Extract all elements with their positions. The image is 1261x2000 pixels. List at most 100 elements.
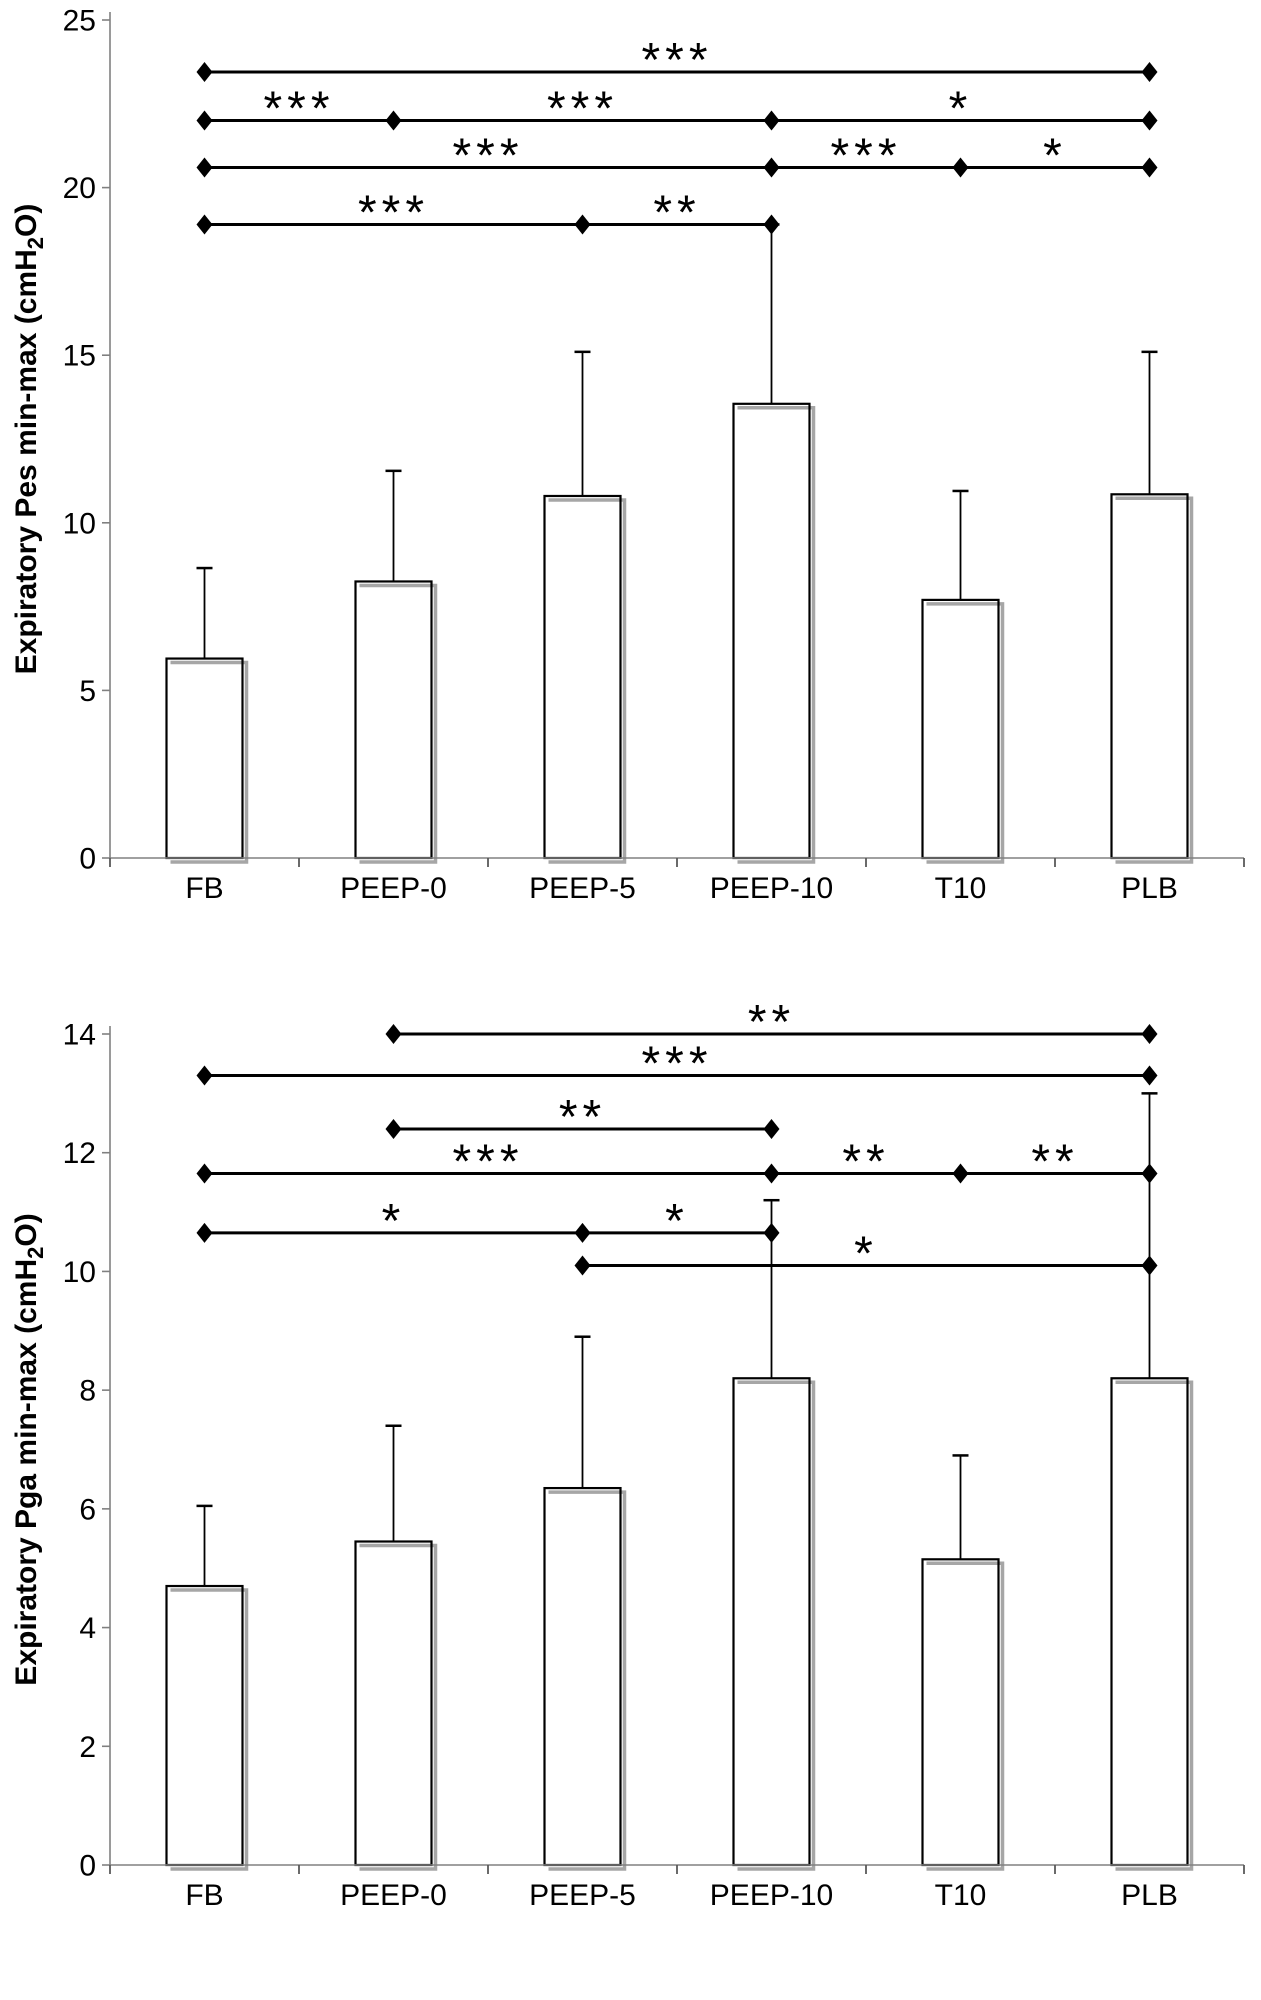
bar-shadow: [1115, 1380, 1194, 1871]
diamond-marker: [574, 1255, 591, 1276]
y-axis-title: Expiratory Pes min-max (cmH2O): [10, 204, 48, 675]
bar-T10: [921, 1558, 1005, 1871]
significance-stars: ***: [452, 129, 523, 182]
diamond-marker: [763, 1222, 780, 1243]
significance-line-4: * *: [196, 1195, 780, 1248]
bar-PEEP-10: [732, 402, 816, 864]
diamond-marker: [385, 1024, 402, 1044]
category-label-PLB: PLB: [1121, 872, 1178, 905]
diamond-marker: [1141, 1065, 1158, 1086]
y-tick-label: 14: [63, 1019, 96, 1052]
y-tick-label: 10: [63, 1256, 96, 1289]
significance-stars: **: [1031, 1135, 1078, 1188]
category-label-PLB: PLB: [1121, 1879, 1178, 1912]
significance-line-2: **: [385, 1091, 780, 1144]
significance-stars: **: [653, 186, 700, 239]
diamond-marker: [196, 157, 213, 178]
diamond-marker: [952, 157, 969, 178]
y-tick-label: 4: [79, 1612, 96, 1645]
bar-PLB: [1110, 493, 1194, 864]
y-axis-title: Expiratory Pga min-max (cmH2O): [10, 1213, 48, 1685]
significance-line-1: ***: [196, 1038, 1158, 1091]
bar-shadow: [926, 1561, 1005, 1871]
y-tick-label: 12: [63, 1137, 96, 1170]
significance-line-5: *: [574, 1227, 1158, 1280]
category-label-PEEP-0: PEEP-0: [340, 872, 447, 905]
category-label-T10: T10: [935, 872, 987, 905]
significance-stars: **: [842, 1135, 889, 1188]
bar-PEEP-0: [354, 1540, 438, 1871]
bar-fill: [1111, 1378, 1188, 1865]
bar-fill: [922, 1559, 999, 1865]
significance-stars: ***: [358, 186, 429, 239]
diamond-marker: [385, 110, 402, 131]
significance-stars: *: [949, 83, 973, 136]
bar-fill: [544, 495, 621, 858]
error-bar-PLB: [1141, 350, 1158, 495]
bar-fill: [733, 1378, 810, 1865]
bar-shadow: [926, 602, 1005, 864]
diamond-marker: [196, 214, 213, 235]
bar-shadow: [548, 498, 627, 864]
y-tick-label: 5: [79, 675, 96, 708]
bar-fill: [355, 581, 432, 858]
significance-stars: ***: [641, 1038, 712, 1091]
diamond-marker: [385, 1118, 402, 1139]
significance-stars: *: [1043, 129, 1067, 182]
diamond-marker: [763, 214, 780, 235]
category-label-PEEP-10: PEEP-10: [710, 1879, 833, 1912]
error-bar-PEEP-5: [574, 350, 591, 496]
bar-shadow: [170, 1588, 249, 1871]
category-label-FB: FB: [185, 872, 223, 905]
diamond-marker: [196, 1065, 213, 1086]
category-label-FB: FB: [185, 1879, 223, 1912]
diamond-marker: [1141, 61, 1158, 82]
significance-line-0: ***: [196, 34, 1158, 87]
bar-fill: [1111, 494, 1188, 858]
significance-line-3: *** ** **: [196, 1135, 1158, 1188]
y-tick-label: 10: [63, 507, 96, 540]
diamond-marker: [1141, 1255, 1158, 1276]
error-bar-PLB: [1141, 1092, 1158, 1379]
bar-shadow: [548, 1490, 627, 1871]
error-bar-PEEP-0: [385, 469, 402, 582]
bar-fill: [544, 1488, 621, 1865]
diamond-marker: [763, 110, 780, 131]
significance-stars: *: [854, 1227, 878, 1280]
diamond-marker: [196, 1163, 213, 1184]
significance-line-1: *** *** *: [196, 83, 1158, 136]
error-bar-FB: [196, 566, 213, 659]
category-label-PEEP-5: PEEP-5: [529, 872, 636, 905]
bar-shadow: [1115, 496, 1194, 864]
significance-stars: ***: [452, 1135, 523, 1188]
category-label-T10: T10: [935, 1879, 987, 1912]
category-label-PEEP-10: PEEP-10: [710, 872, 833, 905]
significance-stars: **: [559, 1091, 606, 1144]
diamond-marker: [196, 61, 213, 82]
y-tick-label: 2: [79, 1731, 96, 1764]
bar-PLB: [1110, 1377, 1194, 1871]
category-label-PEEP-0: PEEP-0: [340, 1879, 447, 1912]
significance-line-3: *** **: [196, 186, 780, 239]
diamond-marker: [763, 157, 780, 178]
error-bar-T10: [952, 489, 969, 600]
error-bar-PEEP-0: [385, 1424, 402, 1542]
diamond-marker: [1141, 157, 1158, 178]
significance-stars: ***: [263, 83, 334, 136]
y-tick-label: 0: [79, 843, 96, 876]
bar-FB: [165, 1584, 249, 1871]
error-bar-PEEP-5: [574, 1335, 591, 1489]
significance-line-0: **: [385, 996, 1158, 1049]
bar-PEEP-5: [543, 494, 627, 864]
diamond-marker: [763, 1163, 780, 1184]
bar-fill: [166, 658, 243, 858]
y-tick-label: 15: [63, 340, 96, 373]
category-label-PEEP-5: PEEP-5: [529, 1879, 636, 1912]
bar-shadow: [737, 406, 816, 864]
y-tick-label: 0: [79, 1850, 96, 1883]
significance-stars: ***: [547, 83, 618, 136]
significance-stars: ***: [641, 34, 712, 87]
